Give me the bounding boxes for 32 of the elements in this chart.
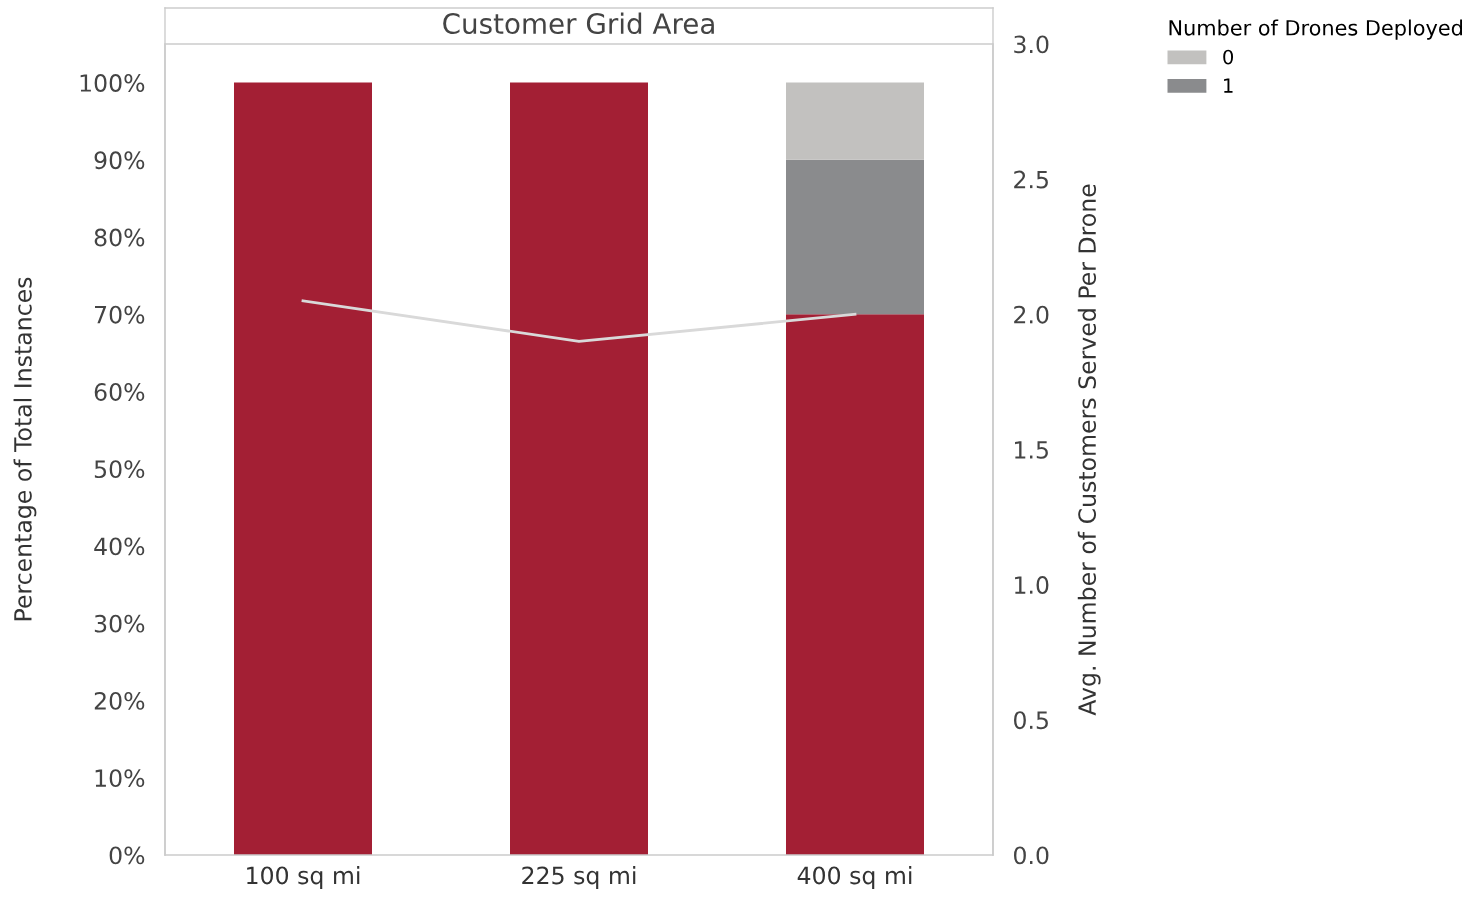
legend-title: Number of Drones Deployed	[1169, 19, 1462, 40]
y2-tick-label: 0.0	[1014, 846, 1049, 865]
legend-label: 1	[1224, 78, 1233, 93]
y-tick-label: 30%	[94, 614, 145, 633]
bar	[786, 314, 924, 855]
y-tick-label: 100%	[80, 74, 145, 92]
y-axis-title: Percentage of Total Instances	[13, 277, 37, 621]
bar	[510, 82, 648, 855]
y2-tick-label: 2.5	[1014, 170, 1048, 189]
y2-tick-label: 1.0	[1015, 576, 1049, 594]
x-tick-label: 100 sq mi	[247, 866, 360, 889]
x-tick-label: 225 sq mi	[522, 866, 636, 889]
y-tick-label: 0%	[109, 846, 145, 865]
y-tick-label: 80%	[94, 228, 145, 247]
y2-axis-title: Avg. Number of Customers Served Per Drone	[1077, 184, 1101, 716]
y-tick-label: 40%	[94, 537, 145, 556]
legend-label: 0	[1223, 49, 1234, 65]
y2-tick-label: 2.0	[1014, 305, 1049, 324]
y2-tick-label: 1.5	[1015, 441, 1048, 459]
y-tick-label: 70%	[95, 305, 145, 324]
y-tick-label: 10%	[95, 769, 145, 788]
y-tick-label: 60%	[94, 383, 145, 401]
y2-tick-label: 3.0	[1014, 35, 1049, 54]
y-tick-label: 20%	[94, 691, 145, 710]
y2-tick-label: 0.5	[1014, 711, 1048, 730]
bar	[786, 82, 924, 160]
bar	[234, 82, 372, 855]
x-tick-label: 400 sq mi	[797, 866, 912, 889]
chart-title: Customer Grid Area	[443, 12, 714, 35]
y-tick-label: 50%	[94, 460, 145, 479]
bar	[786, 159, 924, 315]
y-tick-label: 90%	[94, 151, 145, 170]
